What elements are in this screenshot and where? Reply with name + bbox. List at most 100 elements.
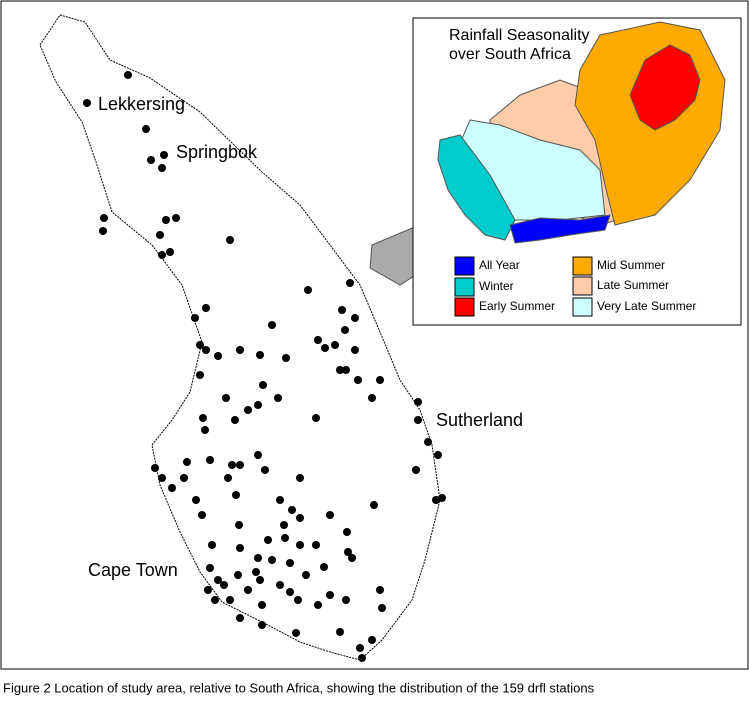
- station-dot: [378, 604, 386, 612]
- station-dot: [254, 554, 262, 562]
- station-dot: [206, 456, 214, 464]
- station-dot: [282, 354, 290, 362]
- station-dot: [224, 474, 232, 482]
- station-dot: [331, 341, 339, 349]
- legend-swatch: [572, 297, 593, 317]
- station-dot: [312, 541, 320, 549]
- station-dot: [268, 321, 276, 329]
- station-dot: [147, 156, 155, 164]
- station-dot: [354, 376, 362, 384]
- station-dot: [348, 554, 356, 562]
- station-dot: [236, 544, 244, 552]
- station-dot: [412, 466, 420, 474]
- station-dot: [232, 491, 240, 499]
- station-dot: [191, 314, 199, 322]
- station-dot: [356, 644, 364, 652]
- station-dot: [320, 563, 328, 571]
- station-dot: [351, 346, 359, 354]
- station-dot: [376, 376, 384, 384]
- station-dot: [261, 466, 269, 474]
- station-dot: [252, 568, 260, 576]
- legend-swatch: [572, 256, 593, 276]
- inset-title: over South Africa: [449, 46, 571, 63]
- station-dot: [236, 346, 244, 354]
- station-dot: [286, 559, 294, 567]
- station-dot: [268, 556, 276, 564]
- station-dot: [264, 536, 272, 544]
- station-dot: [158, 164, 166, 172]
- station-dot: [341, 326, 349, 334]
- legend-label: Mid Summer: [597, 258, 665, 272]
- station-dot: [342, 596, 350, 604]
- station-dot: [158, 474, 166, 482]
- legend-swatch: [454, 256, 475, 276]
- station-dot: [368, 636, 376, 644]
- station-dot: [244, 586, 252, 594]
- station-dot: [202, 304, 210, 312]
- station-dot: [214, 352, 222, 360]
- station-dot: [172, 214, 180, 222]
- station-dot: [276, 496, 284, 504]
- station-dot: [338, 306, 346, 314]
- station-dot: [236, 614, 244, 622]
- caption: Figure 2 Location of study area, relativ…: [3, 680, 595, 695]
- rainfall-region: [629, 44, 701, 131]
- station-dot: [206, 564, 214, 572]
- station-dot: [296, 474, 304, 482]
- station-dot: [304, 286, 312, 294]
- station-dot: [281, 534, 289, 542]
- station-dot: [344, 548, 352, 556]
- station-dot: [166, 248, 174, 256]
- place-label: Springbok: [176, 142, 258, 162]
- station-dot: [326, 511, 334, 519]
- station-dot: [156, 231, 164, 239]
- rainfall-region: [509, 214, 611, 244]
- stations: [83, 71, 446, 662]
- legend-swatch: [454, 297, 475, 317]
- station-dot: [336, 628, 344, 636]
- station-dot: [226, 596, 234, 604]
- station-dot: [208, 541, 216, 549]
- study-area: [39, 14, 441, 661]
- station-dot: [314, 601, 322, 609]
- station-dot: [151, 464, 159, 472]
- station-dot: [100, 214, 108, 222]
- station-dot: [302, 571, 310, 579]
- station-dot: [276, 581, 284, 589]
- station-dot: [336, 366, 344, 374]
- station-dot: [222, 394, 230, 402]
- station-dot: [370, 501, 378, 509]
- station-dot: [214, 576, 222, 584]
- station-dot: [434, 451, 442, 459]
- station-dot: [256, 351, 264, 359]
- station-dot: [259, 381, 267, 389]
- place-label: Lekkersing: [98, 94, 185, 114]
- station-dot: [280, 521, 288, 529]
- station-dot: [220, 581, 228, 589]
- station-dot: [346, 279, 354, 287]
- station-dot: [228, 461, 236, 469]
- station-dot: [196, 341, 204, 349]
- station-dot: [414, 416, 422, 424]
- station-dot: [296, 541, 304, 549]
- legend-label: Early Summer: [479, 299, 555, 313]
- legend: All Year Winter Early Summer Mid Summer Late…: [454, 256, 696, 317]
- legend-label: Very Late Summer: [597, 299, 696, 313]
- station-dot: [258, 601, 266, 609]
- station-dot: [226, 236, 234, 244]
- station-dot: [199, 414, 207, 422]
- station-dot: [342, 366, 350, 374]
- place-label: Sutherland: [436, 410, 523, 430]
- station-dot: [326, 591, 334, 599]
- legend-swatch: [454, 277, 475, 297]
- rainfall-region: [437, 134, 516, 241]
- station-dot: [234, 571, 242, 579]
- legend-swatch: [572, 276, 593, 296]
- station-dot: [99, 227, 107, 235]
- station-dot: [202, 346, 210, 354]
- station-dot: [314, 336, 322, 344]
- station-dot: [201, 426, 209, 434]
- station-dot: [286, 588, 294, 596]
